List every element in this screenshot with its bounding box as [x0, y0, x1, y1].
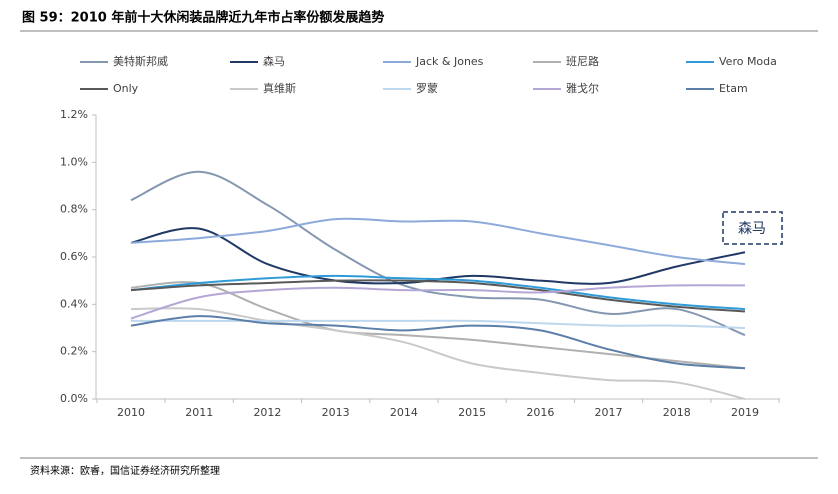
series-line — [130, 170, 746, 337]
x-tick-label: 2013 — [322, 406, 350, 419]
x-tick-label: 2012 — [253, 406, 281, 419]
legend-label: 罗蒙 — [416, 82, 438, 95]
series-line — [130, 315, 746, 370]
y-tick-label: 0.4% — [60, 297, 88, 310]
source: 资料来源：欧睿，国信证券经济研究所整理 — [30, 464, 220, 477]
series-line — [130, 274, 746, 311]
x-tick-label: 2018 — [663, 406, 691, 419]
legend-label: 班尼路 — [566, 55, 599, 68]
legend-label: 真维斯 — [263, 81, 296, 95]
x-tick-label: 2016 — [526, 406, 554, 419]
legend-label: 雅戈尔 — [566, 81, 599, 95]
legend-label: 美特斯邦威 — [113, 54, 168, 68]
x-tick-label: 2010 — [117, 406, 145, 419]
annotation-box — [722, 211, 783, 245]
y-tick-label: 1.2% — [60, 108, 88, 121]
x-tick-label: 2011 — [185, 406, 213, 419]
x-tick-label: 2017 — [595, 406, 623, 419]
x-tick-label: 2015 — [458, 406, 486, 419]
x-tick-label: 2019 — [731, 406, 759, 419]
legend-label: Jack & Jones — [415, 55, 484, 68]
series-line — [131, 319, 746, 329]
legend-label: Etam — [719, 82, 748, 95]
series-line — [130, 284, 746, 320]
annotation: 森马 — [738, 221, 766, 237]
y-tick-label: 0.0% — [60, 392, 88, 405]
legend-label: Only — [113, 82, 139, 95]
series-line — [130, 279, 746, 313]
series-line — [130, 217, 746, 266]
legend-label: Vero Moda — [719, 55, 777, 68]
x-tick-label: 2014 — [390, 406, 418, 419]
legend-label: 森马 — [263, 54, 285, 68]
series-line — [130, 307, 746, 400]
chart-title: 图 59：2010 年前十大休闲装品牌近九年市占率份额发展趋势 — [22, 10, 384, 26]
y-tick-label: 0.8% — [60, 203, 88, 216]
y-tick-label: 1.0% — [60, 155, 88, 168]
y-tick-label: 0.2% — [60, 345, 88, 358]
y-tick-label: 0.6% — [60, 250, 88, 263]
